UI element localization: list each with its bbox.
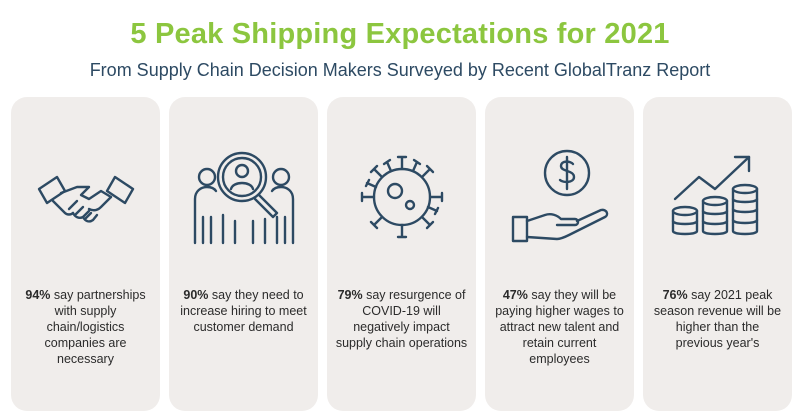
stat-text: 94% say partnerships with supply chain/l… bbox=[19, 287, 152, 367]
stat-description: say they need to increase hiring to meet… bbox=[180, 288, 307, 334]
stat-text: 47% say they will be paying higher wages… bbox=[493, 287, 626, 367]
infographic-title: 5 Peak Shipping Expectations for 2021 bbox=[130, 18, 670, 50]
hiring-search-icon bbox=[169, 147, 318, 257]
virus-icon bbox=[327, 147, 476, 257]
handshake-icon bbox=[11, 147, 160, 257]
stat-card-covid: 79% say resurgence of COVID-19 will nega… bbox=[327, 97, 476, 411]
stat-percent: 90% bbox=[183, 288, 209, 302]
stat-text: 90% say they need to increase hiring to … bbox=[177, 287, 310, 335]
stat-card-hiring: 90% say they need to increase hiring to … bbox=[169, 97, 318, 411]
stat-card-partnerships: 94% say partnerships with supply chain/l… bbox=[11, 97, 160, 411]
stat-card-wages: 47% say they will be paying higher wages… bbox=[485, 97, 634, 411]
stat-percent: 79% bbox=[337, 288, 363, 302]
revenue-growth-icon bbox=[643, 147, 792, 257]
stat-percent: 94% bbox=[25, 288, 51, 302]
stat-percent: 47% bbox=[502, 288, 528, 302]
stat-text: 79% say resurgence of COVID-19 will nega… bbox=[335, 287, 468, 351]
stat-cards: 94% say partnerships with supply chain/l… bbox=[11, 97, 792, 411]
infographic-subtitle: From Supply Chain Decision Makers Survey… bbox=[89, 60, 711, 80]
stat-text: 76% say 2021 peak season revenue will be… bbox=[651, 287, 784, 351]
stat-percent: 76% bbox=[662, 288, 688, 302]
stat-description: say resurgence of COVID-19 will negative… bbox=[335, 288, 468, 350]
hand-dollar-icon bbox=[485, 147, 634, 257]
stat-description: say they will be paying higher wages to … bbox=[495, 288, 624, 366]
stat-card-revenue: 76% say 2021 peak season revenue will be… bbox=[643, 97, 792, 411]
stat-description: say 2021 peak season revenue will be hig… bbox=[653, 288, 782, 350]
stat-description: say partnerships with supply chain/logis… bbox=[44, 288, 146, 366]
